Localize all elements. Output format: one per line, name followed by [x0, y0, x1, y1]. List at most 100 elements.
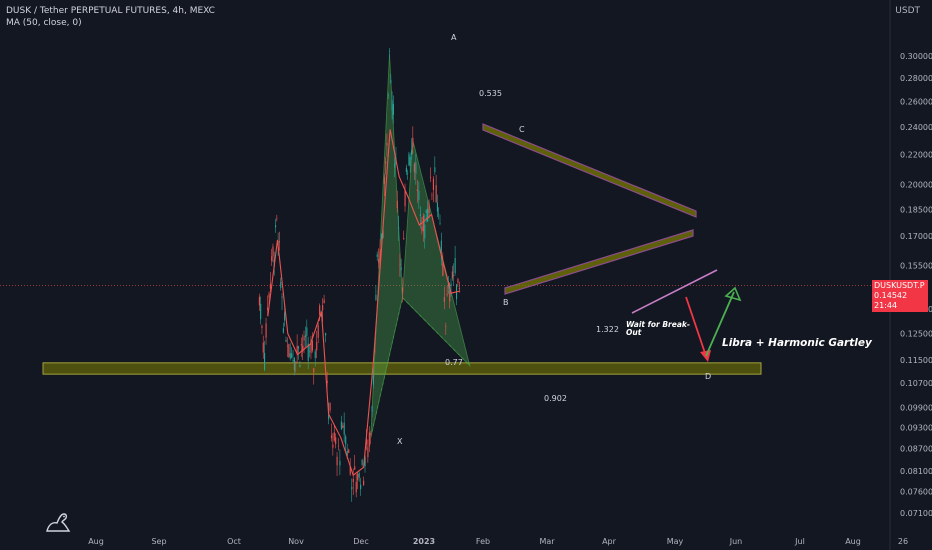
- candle-body: [412, 137, 414, 148]
- candle-body: [335, 437, 337, 445]
- candle-body: [340, 421, 342, 430]
- candle-body: [401, 287, 404, 293]
- candle-body: [379, 249, 381, 262]
- candle-body: [388, 50, 391, 52]
- candle-body: [304, 335, 307, 337]
- x-tick-label: Nov: [288, 537, 304, 546]
- candle-body: [383, 176, 385, 184]
- candle-body: [458, 287, 460, 290]
- x-tick-label: Sep: [151, 537, 166, 546]
- candle-body: [282, 328, 284, 333]
- x-tick-label: 2023: [413, 537, 435, 546]
- candle-body: [409, 156, 411, 167]
- candle-body: [386, 143, 388, 146]
- down-arrowhead: [700, 350, 711, 362]
- price-tag-countdown: 21:44: [874, 301, 898, 310]
- candle-body: [421, 226, 423, 231]
- candle-body: [416, 189, 418, 191]
- y-tick-label: 0.24000: [900, 123, 932, 132]
- candle-body: [385, 161, 387, 164]
- lower-trendline: [504, 229, 694, 295]
- candle-body: [449, 291, 451, 302]
- candle-body: [432, 178, 434, 191]
- tradingview-logo-icon[interactable]: [44, 510, 74, 534]
- up-projection-arrow: [705, 291, 735, 357]
- candle-body: [343, 422, 345, 435]
- candle-body: [322, 305, 324, 311]
- pattern-title: Libra + Harmonic Gartley: [722, 337, 872, 349]
- candle-body: [363, 480, 365, 485]
- candle-body: [453, 274, 455, 277]
- x-tick-label: Mar: [539, 537, 555, 546]
- candle-body: [438, 213, 440, 215]
- candle-body: [400, 267, 402, 271]
- y-tick-label: 0.22000: [900, 150, 932, 159]
- point-c-label: C: [519, 125, 525, 134]
- candle-body: [429, 176, 432, 178]
- x-tick-label: 26: [898, 537, 908, 546]
- candle-body: [404, 189, 406, 207]
- x-tick-label: Jul: [794, 537, 805, 546]
- candle-body: [364, 456, 366, 467]
- x-tick-label: Dec: [353, 537, 368, 546]
- candle-body: [415, 162, 417, 174]
- y-tick-label: 0.17000: [900, 232, 932, 241]
- ma-50-line: [267, 129, 461, 477]
- candle-body: [298, 346, 300, 349]
- candle-body: [387, 95, 389, 96]
- x-tick-label: Aug: [845, 537, 861, 546]
- candle-body: [348, 449, 350, 453]
- candle-body: [300, 344, 302, 346]
- candle-body: [325, 333, 327, 336]
- candle-body: [316, 342, 318, 351]
- candle-body: [302, 345, 304, 352]
- indicator-label[interactable]: MA (50, close, 0): [6, 18, 82, 28]
- candle-body: [288, 344, 290, 357]
- candle-body: [375, 294, 377, 301]
- candle-body: [306, 327, 308, 336]
- candle-body: [314, 351, 316, 359]
- candle-body: [332, 444, 334, 448]
- current-price-tag: DUSKUSDT.P 0.14542 21:44: [872, 280, 928, 312]
- candle-body: [330, 435, 333, 439]
- candle-body: [269, 283, 271, 289]
- candle-body: [425, 210, 427, 213]
- candle-body: [407, 173, 409, 174]
- candle-body: [368, 432, 370, 447]
- candle-body: [371, 406, 373, 413]
- candle-body: [411, 150, 413, 155]
- candle-body: [265, 323, 267, 338]
- candle-body: [303, 336, 305, 341]
- ratio-ac-label: 0.77: [445, 358, 463, 367]
- candle-body: [450, 283, 452, 287]
- y-tick-label: 0.11500: [900, 356, 932, 365]
- point-d-label: D: [705, 372, 712, 381]
- y-tick-label: 0.09900: [900, 404, 932, 413]
- y-tick-label: 0.26000: [900, 97, 932, 106]
- candle-body: [427, 208, 429, 222]
- candle-body: [307, 343, 309, 361]
- candle-body: [295, 361, 297, 363]
- candle-body: [424, 224, 426, 239]
- pattern-bcd-triangle: [402, 140, 471, 367]
- ratio-xb-label: 0.535: [479, 89, 502, 98]
- y-tick-label: 0.20000: [900, 181, 932, 190]
- y-tick-label: 0.12500: [900, 330, 932, 339]
- candle-body: [442, 261, 444, 276]
- y-tick-label: 0.28000: [900, 74, 932, 83]
- candle-body: [329, 403, 331, 411]
- candle-body: [328, 414, 330, 420]
- candle-body: [337, 445, 340, 447]
- candle-body: [268, 293, 270, 298]
- x-tick-label: Jun: [729, 537, 743, 546]
- candle-body: [293, 358, 295, 371]
- x-tick-label: Oct: [227, 537, 241, 546]
- candle-body: [372, 375, 374, 385]
- candle-body: [281, 296, 283, 298]
- candle-body: [285, 339, 287, 342]
- pattern-xab-triangle: [370, 53, 403, 438]
- candle-body: [398, 227, 400, 229]
- candle-body: [440, 240, 442, 254]
- symbol-title[interactable]: DUSK / Tether PERPETUAL FUTURES, 4h, MEX…: [6, 6, 215, 16]
